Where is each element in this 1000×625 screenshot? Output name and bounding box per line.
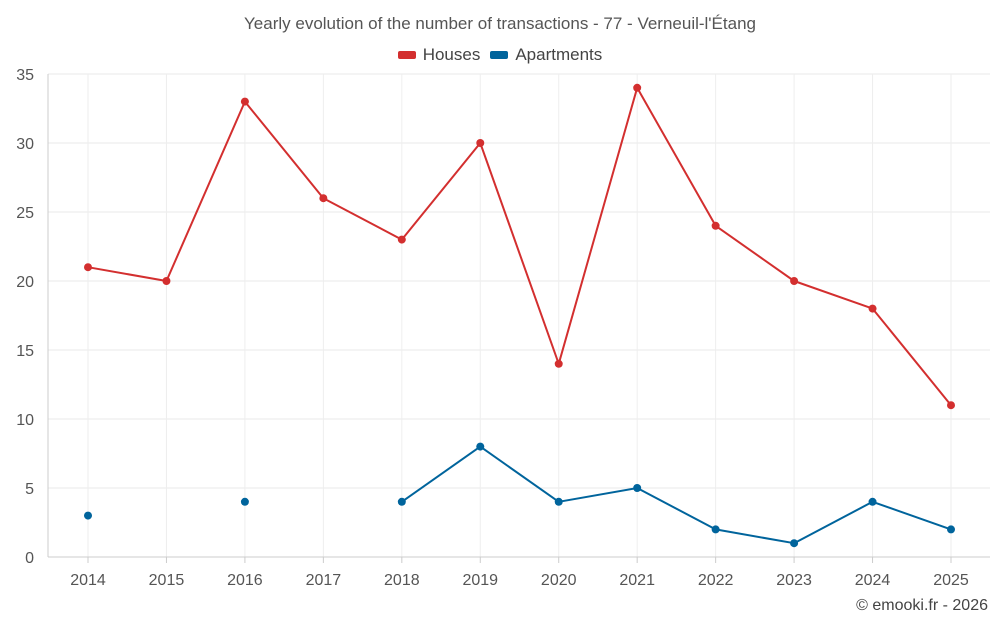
x-tick-label-2020: 2020 xyxy=(541,572,577,589)
data-point-houses-2014[interactable] xyxy=(84,263,92,272)
data-point-apartments-2016[interactable] xyxy=(240,497,249,506)
y-tick-label-0: 0 xyxy=(25,550,34,567)
y-tick-label-5: 5 xyxy=(25,481,34,498)
legend: Houses Apartments xyxy=(0,45,1000,65)
x-tick-label-2019: 2019 xyxy=(462,572,498,589)
series-line-houses xyxy=(87,86,952,406)
x-tick-label-2022: 2022 xyxy=(698,572,734,589)
x-tick-label-2023: 2023 xyxy=(776,572,812,589)
legend-label-apartments: Apartments xyxy=(515,45,603,64)
x-tick-label-2016: 2016 xyxy=(227,572,263,589)
data-point-apartments-2025[interactable] xyxy=(947,525,955,534)
y-tick-label-30: 30 xyxy=(16,136,34,153)
data-point-houses-2025[interactable] xyxy=(947,401,955,410)
data-point-houses-2022[interactable] xyxy=(711,221,720,230)
data-point-houses-2016[interactable] xyxy=(240,97,249,106)
legend-item-apartments[interactable]: Apartments xyxy=(490,45,602,65)
data-point-houses-2023[interactable] xyxy=(790,277,799,285)
data-point-houses-2024[interactable] xyxy=(868,304,877,313)
x-tick-label-2021: 2021 xyxy=(619,572,655,589)
x-tick-label-2024: 2024 xyxy=(855,572,891,589)
data-point-apartments-2022[interactable] xyxy=(711,525,720,534)
credit-text: © emooki.fr - 2026 xyxy=(856,597,988,614)
data-point-apartments-2024[interactable] xyxy=(868,497,877,506)
legend-swatch-houses xyxy=(397,51,416,59)
data-point-apartments-2021[interactable] xyxy=(633,484,642,492)
data-point-houses-2019[interactable] xyxy=(476,139,485,147)
x-tick-label-2015: 2015 xyxy=(149,572,185,589)
chart-title: Yearly evolution of the number of transa… xyxy=(244,14,756,33)
data-point-houses-2021[interactable] xyxy=(633,83,642,92)
y-tick-label-25: 25 xyxy=(16,205,34,222)
data-point-apartments-2023[interactable] xyxy=(790,539,799,548)
data-point-houses-2015[interactable] xyxy=(162,277,171,285)
legend-label-houses: Houses xyxy=(422,45,481,64)
y-tick-label-15: 15 xyxy=(16,343,34,360)
data-point-houses-2017[interactable] xyxy=(319,194,328,203)
data-point-apartments-2020[interactable] xyxy=(554,497,563,506)
legend-swatch-apartments xyxy=(490,51,509,59)
data-point-houses-2018[interactable] xyxy=(397,235,406,244)
data-point-apartments-2014[interactable] xyxy=(84,511,92,520)
y-tick-label-20: 20 xyxy=(16,274,34,291)
x-tick-label-2014: 2014 xyxy=(70,572,106,589)
x-tick-label-2025: 2025 xyxy=(933,572,969,589)
x-tick-label-2017: 2017 xyxy=(306,572,342,589)
legend-item-houses[interactable]: Houses xyxy=(397,45,481,65)
series-line-apartments xyxy=(401,445,952,545)
y-tick-label-35: 35 xyxy=(16,67,34,84)
x-tick-label-2018: 2018 xyxy=(384,572,420,589)
data-point-apartments-2019[interactable] xyxy=(476,442,485,451)
data-point-houses-2020[interactable] xyxy=(554,359,563,368)
data-point-apartments-2018[interactable] xyxy=(397,497,406,506)
y-tick-label-10: 10 xyxy=(16,412,34,429)
